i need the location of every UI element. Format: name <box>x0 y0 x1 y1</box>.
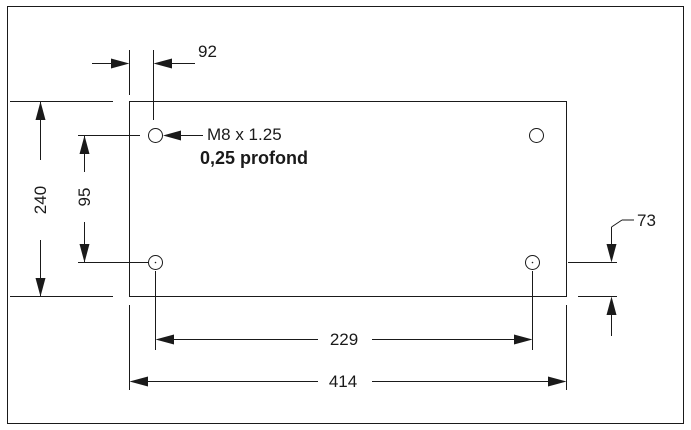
dimension-height-total: 240 <box>10 101 113 297</box>
dimension-hole-offset: 92 <box>92 42 217 120</box>
thread-note: M8 x 1.25 0,25 profond <box>163 125 308 168</box>
dimension-hole-spacing-horizontal: 229 <box>155 271 533 350</box>
plate-outline <box>129 101 567 297</box>
hole-top-right <box>529 128 544 143</box>
hole-center-mark <box>154 261 157 264</box>
drawing-frame <box>7 6 684 424</box>
dimension-label-bottom-offset: 73 <box>637 211 656 230</box>
dimension-label-hole-offset: 92 <box>198 42 217 61</box>
dimension-label-hole-spacing-vertical: 95 <box>75 188 94 207</box>
dimension-label-height-total: 240 <box>31 186 50 214</box>
hole-top-left <box>148 128 163 143</box>
dimension-width-total: 414 <box>129 305 567 391</box>
dimension-label-width-total: 414 <box>329 372 357 391</box>
thread-spec-label: M8 x 1.25 <box>207 125 282 144</box>
dimension-hole-spacing-vertical: 95 <box>75 135 148 263</box>
thread-depth-label: 0,25 profond <box>200 148 308 168</box>
dimension-label-hole-spacing-horizontal: 229 <box>330 330 358 349</box>
hole-center-mark <box>531 261 534 264</box>
dimension-bottom-offset: 73 <box>568 211 656 336</box>
